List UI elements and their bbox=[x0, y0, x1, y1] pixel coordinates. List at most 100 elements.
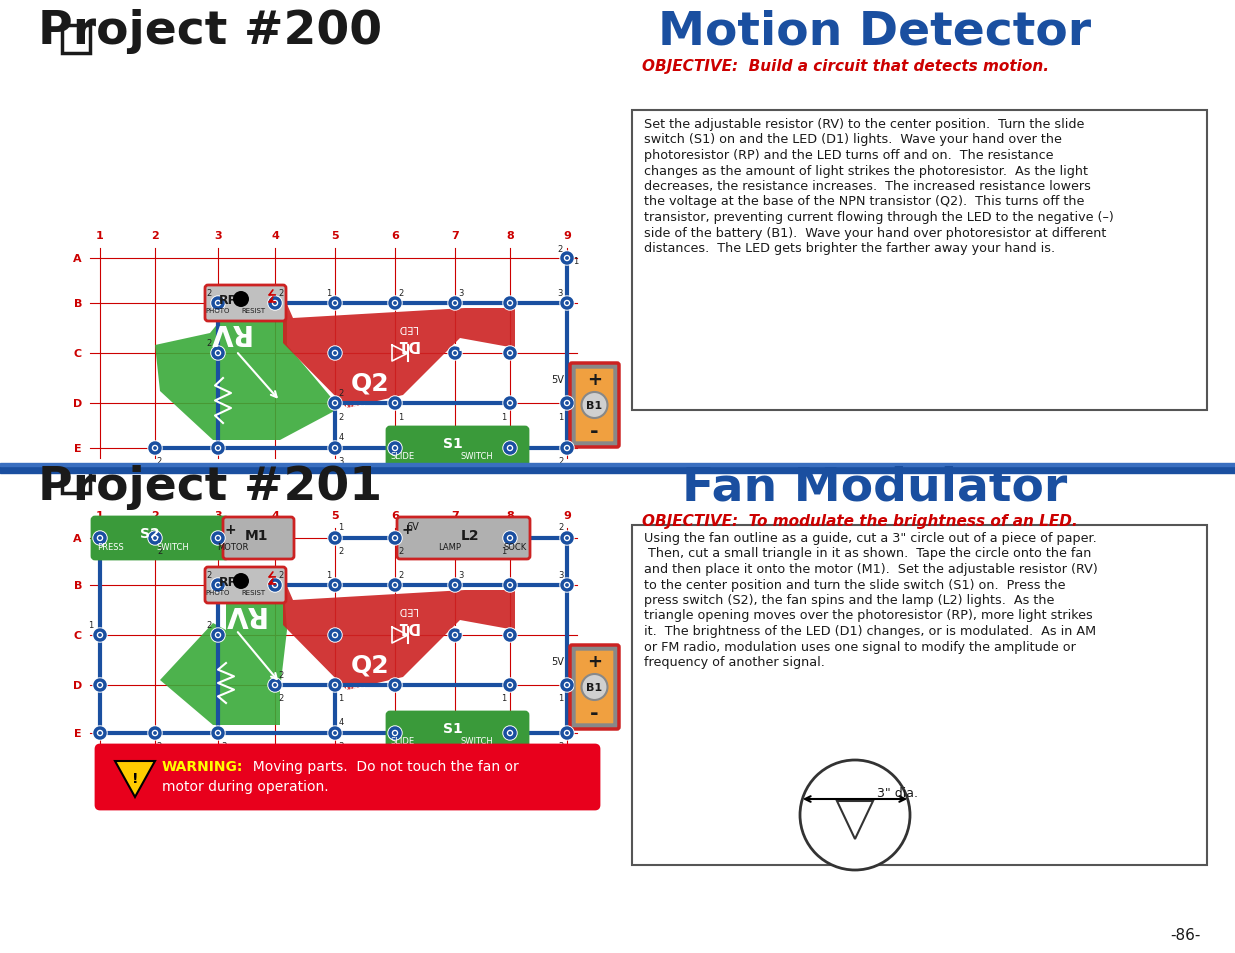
Polygon shape bbox=[283, 295, 515, 409]
Circle shape bbox=[93, 726, 107, 740]
Text: 2: 2 bbox=[338, 388, 343, 397]
Circle shape bbox=[212, 534, 224, 543]
Text: +: + bbox=[452, 336, 468, 355]
Text: 9: 9 bbox=[563, 231, 571, 241]
Circle shape bbox=[393, 302, 396, 306]
Circle shape bbox=[329, 679, 342, 692]
Circle shape bbox=[148, 441, 162, 456]
Circle shape bbox=[93, 628, 107, 642]
Circle shape bbox=[98, 634, 103, 638]
Text: S2: S2 bbox=[140, 526, 159, 540]
Text: S1: S1 bbox=[443, 436, 463, 451]
Text: 2: 2 bbox=[206, 570, 211, 578]
Circle shape bbox=[503, 679, 517, 692]
Text: Project #201: Project #201 bbox=[38, 465, 382, 510]
Text: OBJECTIVE:  To modulate the brightness of an LED.: OBJECTIVE: To modulate the brightness of… bbox=[642, 514, 1078, 529]
Text: 1: 1 bbox=[501, 546, 506, 555]
Circle shape bbox=[559, 396, 574, 411]
Text: triangle opening moves over the photoresistor (RP), more light strikes: triangle opening moves over the photores… bbox=[643, 609, 1093, 622]
Text: RESIST: RESIST bbox=[241, 308, 266, 314]
Circle shape bbox=[566, 731, 569, 735]
Text: 2: 2 bbox=[278, 570, 284, 578]
Bar bbox=[0, 463, 1235, 467]
Text: 2: 2 bbox=[558, 457, 563, 466]
Text: 1: 1 bbox=[573, 257, 579, 266]
Circle shape bbox=[503, 396, 517, 411]
Circle shape bbox=[388, 396, 403, 411]
Text: OBJECTIVE:  Build a circuit that detects motion.: OBJECTIVE: Build a circuit that detects … bbox=[642, 59, 1049, 74]
Circle shape bbox=[216, 352, 220, 355]
Circle shape bbox=[505, 580, 515, 590]
Text: 2: 2 bbox=[206, 338, 211, 347]
Circle shape bbox=[333, 352, 337, 355]
Circle shape bbox=[330, 728, 340, 739]
Text: RV: RV bbox=[221, 599, 264, 627]
Text: 6: 6 bbox=[391, 231, 399, 241]
Polygon shape bbox=[161, 578, 287, 725]
Circle shape bbox=[503, 296, 517, 311]
Circle shape bbox=[216, 634, 220, 638]
Circle shape bbox=[508, 634, 511, 638]
Text: S1: S1 bbox=[443, 721, 463, 735]
Text: 2: 2 bbox=[278, 694, 284, 702]
Text: 1: 1 bbox=[338, 523, 343, 532]
Text: LAMP: LAMP bbox=[438, 543, 462, 552]
Text: A: A bbox=[73, 534, 82, 543]
Circle shape bbox=[211, 441, 225, 456]
Circle shape bbox=[448, 578, 462, 593]
Text: 2: 2 bbox=[399, 288, 404, 297]
Circle shape bbox=[333, 447, 337, 451]
Text: 1: 1 bbox=[326, 288, 332, 297]
Text: D: D bbox=[73, 398, 82, 409]
Circle shape bbox=[453, 352, 457, 355]
Circle shape bbox=[333, 583, 337, 587]
Circle shape bbox=[268, 578, 282, 593]
Circle shape bbox=[333, 634, 337, 638]
Text: 2: 2 bbox=[278, 670, 284, 679]
Circle shape bbox=[270, 298, 280, 309]
Circle shape bbox=[330, 680, 340, 690]
Bar bbox=[632, 525, 1207, 865]
Circle shape bbox=[333, 731, 337, 735]
Text: 2: 2 bbox=[278, 288, 284, 297]
Text: 1: 1 bbox=[96, 511, 104, 520]
Polygon shape bbox=[837, 801, 873, 840]
Circle shape bbox=[450, 298, 459, 309]
Circle shape bbox=[212, 443, 224, 454]
Circle shape bbox=[268, 296, 282, 311]
Text: side of the battery (B1).  Wave your hand over photoresistor at different: side of the battery (B1). Wave your hand… bbox=[643, 226, 1107, 239]
Circle shape bbox=[393, 731, 396, 735]
Text: motor during operation.: motor during operation. bbox=[162, 780, 329, 793]
Circle shape bbox=[559, 252, 574, 266]
Circle shape bbox=[93, 679, 107, 692]
Text: transistor, preventing current flowing through the LED to the negative (–): transistor, preventing current flowing t… bbox=[643, 211, 1114, 224]
Text: photoresistor (RP) and the LED turns off and on.  The resistance: photoresistor (RP) and the LED turns off… bbox=[643, 149, 1053, 162]
Circle shape bbox=[559, 679, 574, 692]
Circle shape bbox=[333, 537, 337, 540]
Circle shape bbox=[508, 302, 511, 306]
Circle shape bbox=[393, 537, 396, 540]
Text: distances.  The LED gets brighter the farther away your hand is.: distances. The LED gets brighter the far… bbox=[643, 242, 1055, 254]
Text: SWITCH: SWITCH bbox=[461, 452, 493, 461]
Circle shape bbox=[329, 396, 342, 411]
Circle shape bbox=[329, 347, 342, 360]
Text: Q2: Q2 bbox=[351, 654, 389, 678]
Text: 1: 1 bbox=[338, 694, 343, 702]
Text: 1: 1 bbox=[558, 412, 563, 421]
Text: D1: D1 bbox=[395, 618, 419, 633]
Text: M1: M1 bbox=[245, 529, 268, 542]
Circle shape bbox=[505, 398, 515, 409]
Text: 4: 4 bbox=[270, 511, 279, 520]
Text: 6: 6 bbox=[391, 511, 399, 520]
Text: -: - bbox=[590, 703, 599, 723]
Circle shape bbox=[505, 443, 515, 454]
Circle shape bbox=[270, 580, 280, 590]
Circle shape bbox=[153, 537, 157, 540]
Text: D: D bbox=[73, 680, 82, 690]
Circle shape bbox=[448, 347, 462, 360]
Text: PHOTO: PHOTO bbox=[206, 589, 230, 596]
Text: 1: 1 bbox=[96, 231, 104, 241]
Circle shape bbox=[505, 349, 515, 358]
Circle shape bbox=[216, 447, 220, 451]
Circle shape bbox=[333, 683, 337, 687]
